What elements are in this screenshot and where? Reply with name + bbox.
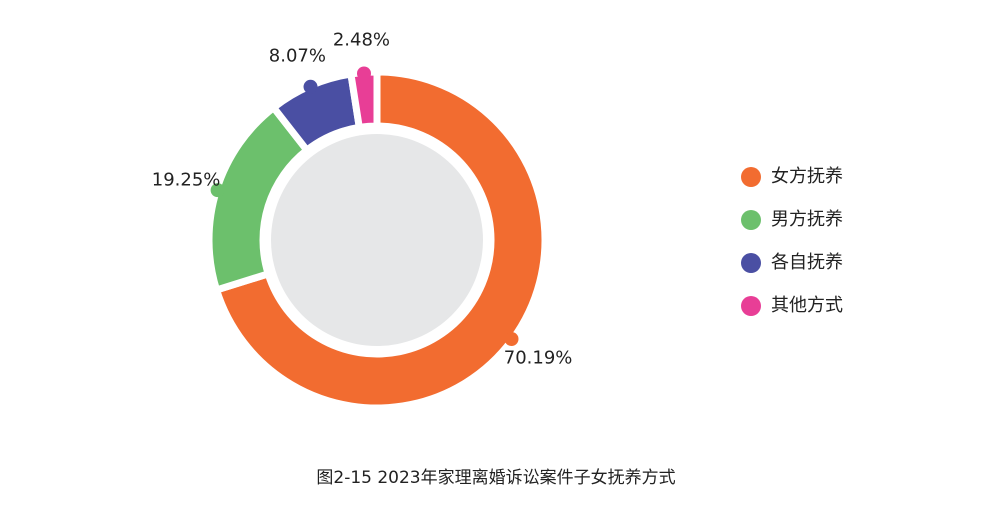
legend-swatch bbox=[741, 296, 761, 316]
legend-swatch bbox=[741, 167, 761, 187]
data-label: 8.07% bbox=[269, 46, 326, 67]
legend-label: 女方抚养 bbox=[771, 166, 843, 187]
data-label: 70.19% bbox=[504, 348, 573, 369]
donut-center bbox=[271, 134, 483, 346]
legend-swatch bbox=[741, 210, 761, 230]
donut-segment bbox=[212, 68, 549, 412]
data-label: 19.25% bbox=[152, 169, 221, 190]
chart-title: 图2-15 2023年家理离婚诉讼案件子女抚养方式 bbox=[316, 468, 675, 488]
label-dot bbox=[504, 331, 519, 346]
legend-swatch bbox=[741, 253, 761, 273]
legend-label: 其他方式 bbox=[771, 295, 843, 316]
legend-label: 各自抚养 bbox=[771, 252, 843, 273]
label-dot bbox=[210, 183, 225, 198]
legend-label: 男方抚养 bbox=[771, 209, 843, 230]
data-label: 2.48% bbox=[333, 30, 390, 51]
label-dot bbox=[303, 79, 318, 94]
label-dot bbox=[357, 66, 372, 81]
